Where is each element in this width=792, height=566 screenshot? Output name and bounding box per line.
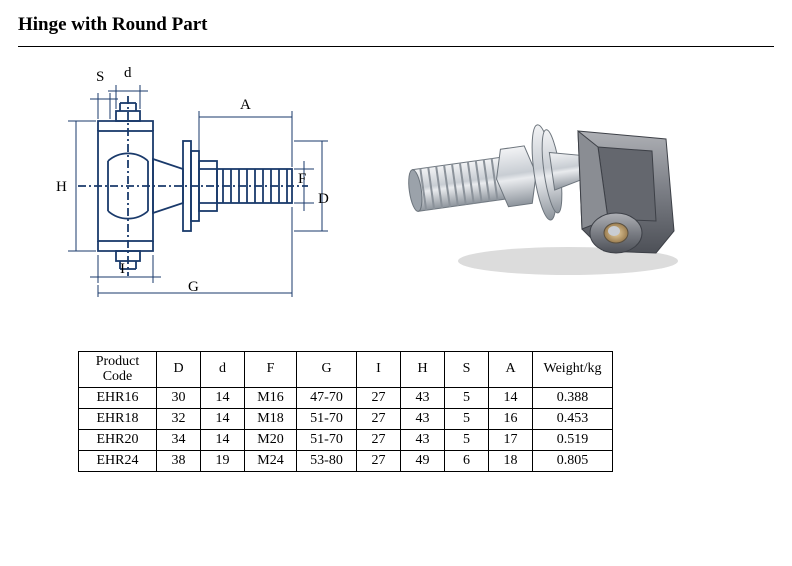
technical-diagram: S d A H F D I G [48, 71, 338, 301]
table-cell: 5 [445, 387, 489, 408]
dim-label-A: A [240, 97, 251, 114]
table-cell: 38 [157, 450, 201, 471]
table-cell: 53-80 [297, 450, 357, 471]
table-cell: 27 [357, 429, 401, 450]
table-cell: 51-70 [297, 429, 357, 450]
th-F: F [245, 352, 297, 388]
th-product-code: ProductCode [79, 352, 157, 388]
dim-label-I: I [120, 261, 125, 278]
dim-label-G: G [188, 279, 199, 296]
dim-label-D: D [318, 191, 329, 208]
table-cell: 43 [401, 387, 445, 408]
table-cell: 14 [489, 387, 533, 408]
th-D: D [157, 352, 201, 388]
table-cell: 51-70 [297, 408, 357, 429]
divider [18, 46, 774, 47]
spec-table-wrap: ProductCode D d F G I H S A Weight/kg EH… [18, 351, 774, 472]
table-cell: 34 [157, 429, 201, 450]
table-cell: EHR20 [79, 429, 157, 450]
table-cell: M18 [245, 408, 297, 429]
table-row: EHR243819M2453-8027496180.805 [79, 450, 613, 471]
th-d: d [201, 352, 245, 388]
table-cell: 19 [201, 450, 245, 471]
table-cell: 43 [401, 429, 445, 450]
th-I: I [357, 352, 401, 388]
th-G: G [297, 352, 357, 388]
table-cell: 43 [401, 408, 445, 429]
table-cell: 18 [489, 450, 533, 471]
dim-label-S: S [96, 69, 104, 86]
table-cell: 0.453 [533, 408, 613, 429]
th-weight: Weight/kg [533, 352, 613, 388]
table-cell: 14 [201, 429, 245, 450]
th-H: H [401, 352, 445, 388]
table-cell: 0.519 [533, 429, 613, 450]
table-cell: 6 [445, 450, 489, 471]
table-cell: 5 [445, 408, 489, 429]
table-header-row: ProductCode D d F G I H S A Weight/kg [79, 352, 613, 388]
product-photo [398, 81, 698, 291]
table-cell: 27 [357, 450, 401, 471]
table-cell: 27 [357, 387, 401, 408]
table-cell: 17 [489, 429, 533, 450]
table-cell: M16 [245, 387, 297, 408]
dim-label-H: H [56, 179, 67, 196]
table-cell: 0.805 [533, 450, 613, 471]
table-cell: 16 [489, 408, 533, 429]
page-title: Hinge with Round Part [18, 14, 774, 36]
th-A: A [489, 352, 533, 388]
table-cell: 30 [157, 387, 201, 408]
table-cell: 49 [401, 450, 445, 471]
table-cell: EHR24 [79, 450, 157, 471]
table-cell: M24 [245, 450, 297, 471]
table-cell: 32 [157, 408, 201, 429]
table-cell: EHR18 [79, 408, 157, 429]
th-S: S [445, 352, 489, 388]
table-cell: 27 [357, 408, 401, 429]
table-cell: EHR16 [79, 387, 157, 408]
table-cell: 14 [201, 387, 245, 408]
table-cell: 14 [201, 408, 245, 429]
table-cell: 47-70 [297, 387, 357, 408]
dim-label-F: F [298, 171, 306, 188]
table-row: EHR163014M1647-7027435140.388 [79, 387, 613, 408]
spec-table: ProductCode D d F G I H S A Weight/kg EH… [78, 351, 613, 472]
table-cell: 5 [445, 429, 489, 450]
table-row: EHR183214M1851-7027435160.453 [79, 408, 613, 429]
table-row: EHR203414M2051-7027435170.519 [79, 429, 613, 450]
dim-label-d: d [124, 65, 132, 82]
table-cell: 0.388 [533, 387, 613, 408]
table-cell: M20 [245, 429, 297, 450]
figure-row: S d A H F D I G [18, 71, 774, 301]
